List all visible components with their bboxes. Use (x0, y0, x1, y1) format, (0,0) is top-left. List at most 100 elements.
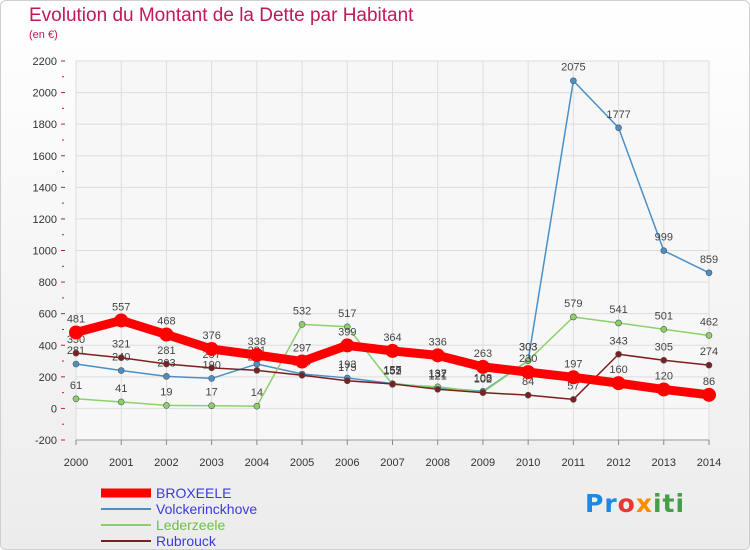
y-tick-label: 1800 (33, 119, 57, 131)
data-label: 399 (338, 326, 356, 338)
x-tick-label: 2008 (425, 457, 449, 469)
x-tick-label: 2005 (290, 457, 314, 469)
legend-label: Volckerinckhove (156, 501, 257, 517)
data-point (475, 359, 490, 374)
data-point (69, 325, 83, 340)
data-point (204, 342, 219, 357)
data-label: 557 (112, 301, 130, 313)
data-point (615, 319, 622, 327)
data-point (570, 396, 577, 403)
data-point (660, 356, 668, 364)
data-label: 999 (655, 232, 673, 244)
data-label: 137 (429, 368, 447, 380)
data-point (72, 349, 80, 357)
data-label: 102 (474, 373, 492, 385)
data-point (340, 338, 355, 353)
data-label: 501 (655, 310, 673, 322)
y-tick-label: 1200 (33, 214, 57, 226)
data-point (208, 364, 215, 372)
data-point (253, 402, 261, 410)
data-point (615, 350, 622, 358)
series-broxeele: 481 557 468 376 338 297 399 364 336 263 230 197 160 1… (67, 301, 716, 402)
data-point (163, 360, 170, 368)
x-tick-label: 2003 (199, 457, 223, 469)
data-label: 41 (115, 383, 127, 395)
chart-title: Evolution du Montant de la Dette par Hab… (29, 5, 414, 26)
y-tick-label: 400 (39, 340, 57, 352)
data-label: 160 (609, 364, 627, 376)
data-label: 193 (338, 359, 356, 371)
data-point (570, 313, 577, 321)
data-label: 14 (251, 387, 263, 399)
data-label: 303 (519, 342, 537, 354)
data-label: 364 (383, 332, 401, 344)
data-point (159, 327, 174, 342)
data-point (114, 313, 129, 328)
data-point (343, 377, 351, 385)
data-point (521, 365, 536, 380)
data-label: 338 (248, 336, 266, 348)
data-point (611, 376, 626, 391)
data-point (705, 361, 713, 369)
y-tick-label: 1600 (33, 151, 57, 163)
data-label: 468 (157, 316, 175, 328)
x-tick-label: 2007 (380, 457, 404, 469)
data-point (163, 402, 170, 409)
y-tick-label: 1000 (33, 246, 57, 258)
x-tick-label: 2013 (652, 457, 676, 469)
data-label: 303 (519, 342, 537, 354)
data-label: 481 (67, 313, 85, 325)
data-label: 175 (338, 362, 356, 374)
data-point (295, 354, 310, 369)
data-label: 108 (474, 372, 492, 384)
data-label: 157 (383, 365, 401, 377)
data-point (298, 321, 306, 328)
data-point (430, 348, 445, 363)
data-point (566, 370, 581, 385)
data-point (660, 326, 668, 333)
data-label: 1777 (606, 109, 630, 121)
y-tick-label: -200 (35, 435, 57, 447)
y-tick-label: 800 (39, 277, 57, 289)
x-tick-label: 2001 (109, 457, 133, 469)
data-label: 263 (474, 348, 492, 360)
data-label: 281 (157, 345, 175, 357)
data-label: 100 (474, 374, 492, 386)
proxiti-logo: Proxiti (585, 489, 686, 518)
data-point (117, 398, 125, 406)
data-label: 297 (293, 343, 311, 355)
x-tick-label: 2010 (516, 457, 540, 469)
data-label: 61 (70, 380, 82, 392)
legend-label: BROXEELE (156, 485, 231, 501)
data-label: 132 (429, 369, 447, 381)
data-point (570, 77, 577, 85)
y-tick-label: 600 (39, 309, 57, 321)
x-tick-label: 2014 (697, 457, 721, 469)
x-tick-label: 2009 (471, 457, 495, 469)
data-point (705, 332, 713, 339)
data-label: 305 (655, 341, 673, 353)
data-label: 197 (564, 358, 582, 370)
data-label: 121 (429, 370, 447, 382)
data-point (72, 395, 80, 403)
data-point (385, 343, 400, 358)
data-label: 152 (383, 365, 401, 377)
data-point (343, 323, 351, 331)
data-label: 376 (202, 330, 220, 342)
x-tick-label: 2000 (64, 457, 88, 469)
legend-label: Lederzeele (156, 517, 225, 533)
x-tick-label: 2011 (562, 457, 586, 469)
x-tick-label: 2004 (245, 457, 269, 469)
data-label: 230 (519, 353, 537, 365)
data-label: 579 (564, 298, 582, 310)
data-label: 517 (338, 308, 356, 320)
data-point (524, 391, 532, 399)
data-label: 2075 (561, 62, 585, 74)
data-point (660, 247, 668, 254)
x-tick-label: 2002 (154, 457, 178, 469)
data-label: 19 (160, 386, 172, 398)
data-label: 541 (609, 304, 627, 316)
data-point (524, 357, 532, 364)
